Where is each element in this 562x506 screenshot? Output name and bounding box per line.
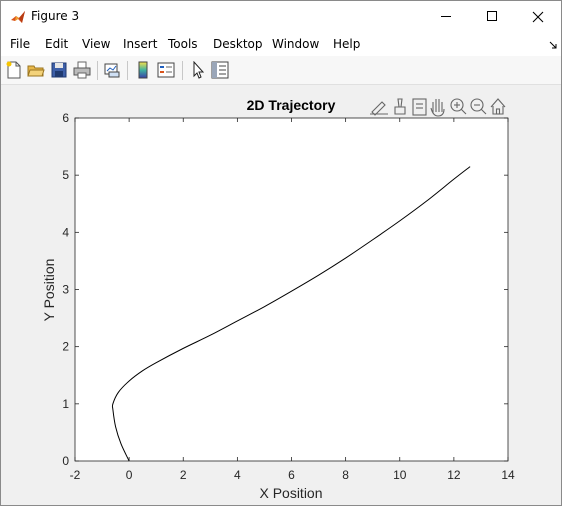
- select-arrow-icon[interactable]: [189, 61, 207, 79]
- menu-window[interactable]: Window: [272, 37, 320, 51]
- save-icon[interactable]: [50, 61, 68, 79]
- plot-area[interactable]: [74, 117, 509, 462]
- figure-toolbar: [1, 56, 561, 85]
- x-tick-label: 12: [447, 468, 461, 482]
- window-title: Figure 3: [31, 9, 80, 23]
- y-tick-label: 0: [62, 454, 69, 468]
- legend-icon[interactable]: [157, 61, 175, 79]
- y-tick-label: 6: [62, 111, 69, 125]
- edit-plot-icon[interactable]: [370, 101, 388, 116]
- menu-bar: File Edit View Insert Tools Desktop Wind…: [1, 32, 561, 56]
- y-tick-label: 4: [62, 225, 69, 239]
- brush-icon[interactable]: [394, 98, 406, 115]
- open-file-icon[interactable]: [27, 61, 45, 79]
- x-tick-label: 0: [126, 468, 133, 482]
- menu-help[interactable]: Help: [333, 37, 361, 51]
- axes-chart: 2D Trajectory X Position Y Position -2 0 2…: [41, 97, 515, 501]
- menu-tools[interactable]: Tools: [168, 37, 198, 51]
- menu-file[interactable]: File: [10, 37, 31, 51]
- link-plot-icon[interactable]: [103, 61, 121, 79]
- minimize-icon: [440, 16, 451, 17]
- new-figure-icon[interactable]: [5, 61, 23, 79]
- y-axis-label: Y Position: [41, 259, 57, 322]
- figure-canvas: 2D Trajectory X Position Y Position -2 0 2…: [1, 85, 561, 505]
- y-tick-label: 3: [62, 283, 69, 297]
- colorbar-icon[interactable]: [134, 61, 152, 79]
- x-tick-label: -2: [70, 468, 81, 482]
- toolbar-separator: [127, 61, 128, 80]
- maximize-button[interactable]: [469, 1, 515, 32]
- home-icon[interactable]: [490, 98, 506, 115]
- zoom-out-icon[interactable]: [470, 98, 487, 115]
- x-tick-label: 10: [393, 468, 407, 482]
- x-tick-label: 8: [342, 468, 349, 482]
- x-tick-label: 2: [180, 468, 187, 482]
- y-tick-label: 1: [62, 397, 69, 411]
- dock-arrow-icon[interactable]: [549, 41, 557, 49]
- minimize-button[interactable]: [423, 1, 469, 32]
- zoom-in-icon[interactable]: [450, 98, 467, 115]
- menu-insert[interactable]: Insert: [123, 37, 158, 51]
- y-tick-label: 2: [62, 340, 69, 354]
- title-bar: Figure 3: [1, 1, 561, 32]
- maximize-icon: [486, 11, 497, 21]
- toolbar-separator: [182, 61, 183, 80]
- menu-edit[interactable]: Edit: [45, 37, 69, 51]
- menu-view[interactable]: View: [82, 37, 111, 51]
- x-tick-label: 4: [234, 468, 241, 482]
- print-icon[interactable]: [73, 61, 91, 79]
- menu-desktop[interactable]: Desktop: [213, 37, 263, 51]
- trajectory-line: [111, 166, 471, 462]
- axes-toolbar: [370, 98, 506, 117]
- close-icon: [532, 11, 544, 22]
- data-tips-icon[interactable]: [412, 98, 427, 116]
- toolbar-separator: [97, 61, 98, 80]
- chart-title: 2D Trajectory: [247, 97, 336, 113]
- matlab-logo-icon: [11, 11, 25, 23]
- close-button[interactable]: [515, 1, 561, 32]
- property-inspector-icon[interactable]: [211, 61, 229, 79]
- x-tick-label: 14: [501, 468, 515, 482]
- x-tick-label: 6: [288, 468, 295, 482]
- pan-icon[interactable]: [430, 99, 445, 117]
- y-tick-label: 5: [62, 168, 69, 182]
- x-axis-label: X Position: [259, 485, 322, 501]
